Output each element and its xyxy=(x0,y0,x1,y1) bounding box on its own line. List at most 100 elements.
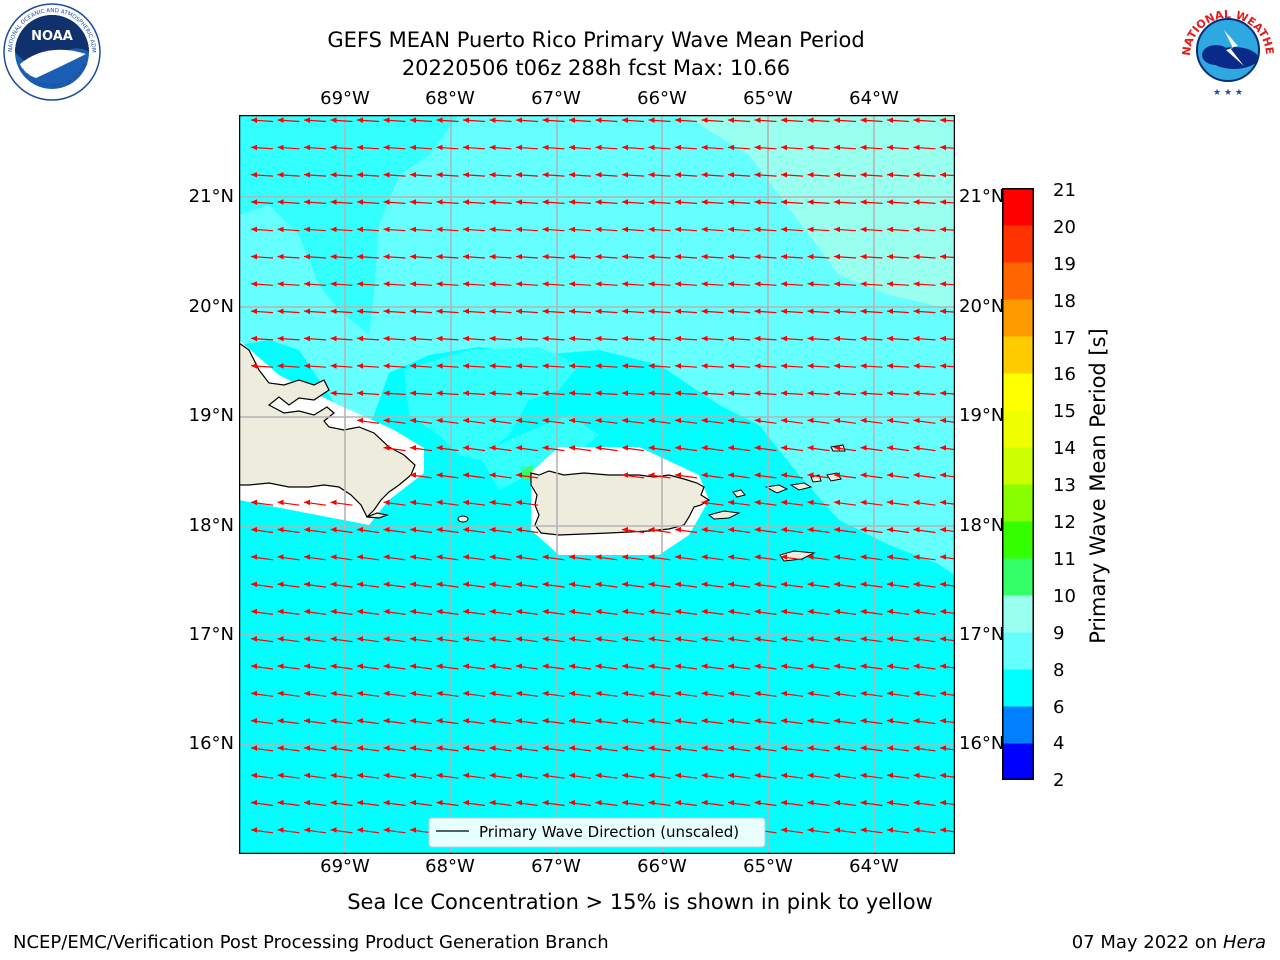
wave-direction-arrow xyxy=(701,226,724,233)
wave-direction-arrow xyxy=(833,636,857,643)
wave-direction-arrow xyxy=(383,581,406,588)
wave-direction-arrow xyxy=(886,663,910,670)
wave-direction-arrow xyxy=(807,117,830,123)
wave-direction-arrow xyxy=(277,581,300,588)
wave-direction-arrow xyxy=(489,581,512,588)
wave-direction-arrow xyxy=(833,718,857,725)
wave-direction-arrow xyxy=(515,144,539,151)
wave-direction-arrow xyxy=(568,745,592,752)
wave-direction-arrow xyxy=(727,172,751,178)
wave-direction-arrow xyxy=(515,581,539,588)
period-fill-patch-2 xyxy=(404,347,579,460)
wave-direction-arrow xyxy=(648,363,671,369)
wave-direction-arrow xyxy=(409,526,433,534)
wave-direction-arrow xyxy=(621,690,645,697)
wave-direction-arrow xyxy=(780,226,804,233)
wave-direction-arrow xyxy=(913,554,936,561)
colorbar-tick: 21 xyxy=(1053,180,1076,201)
wave-direction-arrow xyxy=(807,799,830,807)
wave-direction-arrow xyxy=(860,472,883,479)
wave-direction-arrow xyxy=(913,308,936,315)
lon-label-bottom: 67°W xyxy=(531,856,581,877)
wave-direction-arrow xyxy=(674,581,698,588)
wave-direction-arrow xyxy=(595,581,618,588)
wave-direction-arrow xyxy=(568,226,592,233)
wave-direction-arrow xyxy=(250,281,274,287)
wave-direction-arrow xyxy=(860,335,883,342)
wave-direction-arrow xyxy=(436,390,459,396)
wave-direction-arrow xyxy=(860,499,883,506)
wave-direction-arrow xyxy=(250,745,274,752)
wave-direction-arrow xyxy=(409,799,433,807)
wave-direction-arrow xyxy=(436,636,459,643)
wave-direction-arrow xyxy=(542,554,565,561)
wave-direction-arrow xyxy=(833,308,857,315)
wave-direction-arrow xyxy=(436,253,459,260)
wave-direction-arrow xyxy=(436,144,459,151)
wave-direction-arrow xyxy=(727,472,751,479)
wave-direction-arrow xyxy=(568,445,592,452)
wave-direction-arrow xyxy=(489,281,512,287)
graticule xyxy=(239,115,955,854)
wave-direction-arrow xyxy=(621,608,645,615)
wave-direction-arrow xyxy=(595,745,618,752)
wave-direction-arrow xyxy=(701,172,724,178)
wave-direction-arrow xyxy=(886,335,910,342)
wave-direction-arrow xyxy=(727,390,751,396)
wave-direction-arrow xyxy=(595,636,618,643)
wave-direction-arrow xyxy=(621,799,645,807)
colorbar-band xyxy=(1002,484,1034,522)
wave-direction-arrow xyxy=(595,718,618,725)
wave-direction-arrow xyxy=(674,636,698,643)
wave-direction-arrow xyxy=(780,718,804,725)
wave-direction-arrow xyxy=(568,363,592,369)
wave-direction-arrow xyxy=(542,445,565,452)
wave-direction-arrow xyxy=(621,718,645,725)
colorbar-band xyxy=(1002,521,1034,559)
wave-direction-arrow xyxy=(515,199,539,205)
wave-direction-arrow xyxy=(436,690,459,697)
wave-direction-arrow xyxy=(913,472,936,479)
wave-direction-arrow xyxy=(701,554,724,561)
wave-direction-arrow xyxy=(568,308,592,315)
wave-direction-arrow xyxy=(621,745,645,752)
wave-direction-arrow xyxy=(250,253,274,260)
wave-direction-arrow xyxy=(727,417,751,424)
wave-direction-arrow xyxy=(939,472,955,478)
wave-direction-arrow xyxy=(913,390,936,396)
wave-direction-arrow xyxy=(462,581,486,588)
wave-direction-arrow xyxy=(939,335,955,342)
colorbar-band xyxy=(1002,225,1034,263)
wave-direction-arrow xyxy=(277,745,300,752)
wave-direction-arrow xyxy=(436,172,459,178)
wave-direction-arrow xyxy=(277,636,300,643)
wave-direction-arrow xyxy=(833,526,857,534)
colorbar-tick: 20 xyxy=(1053,217,1076,238)
wave-direction-arrow xyxy=(833,772,857,779)
wave-direction-arrow xyxy=(621,199,645,205)
wave-direction-arrow xyxy=(409,281,433,287)
wave-direction-arrow xyxy=(807,581,830,588)
wave-direction-arrow xyxy=(780,417,804,424)
wave-direction-arrow xyxy=(754,745,777,752)
wave-direction-arrow xyxy=(674,144,698,151)
wave-direction-arrow xyxy=(489,226,512,233)
colorbar-tick: 11 xyxy=(1053,549,1076,570)
wave-direction-arrow xyxy=(886,799,910,807)
lat-label-right: 16°N xyxy=(959,733,1005,754)
wave-direction-arrow xyxy=(701,526,724,534)
lat-label-left: 16°N xyxy=(188,733,234,754)
wave-direction-arrow xyxy=(383,253,406,260)
wave-direction-arrow xyxy=(542,417,565,424)
wave-direction-arrow xyxy=(754,663,777,670)
colorbar-band xyxy=(1002,669,1034,707)
wave-direction-arrow xyxy=(250,526,274,534)
wave-direction-arrow xyxy=(674,663,698,670)
wave-direction-arrow xyxy=(409,772,433,779)
wave-direction-arrow xyxy=(621,554,645,561)
wave-direction-arrow xyxy=(409,718,433,725)
svg-text:★ ★ ★: ★ ★ ★ xyxy=(1213,88,1243,98)
lat-label-right: 21°N xyxy=(959,186,1005,207)
wave-direction-arrow xyxy=(595,417,618,424)
wave-direction-arrow xyxy=(383,199,406,205)
